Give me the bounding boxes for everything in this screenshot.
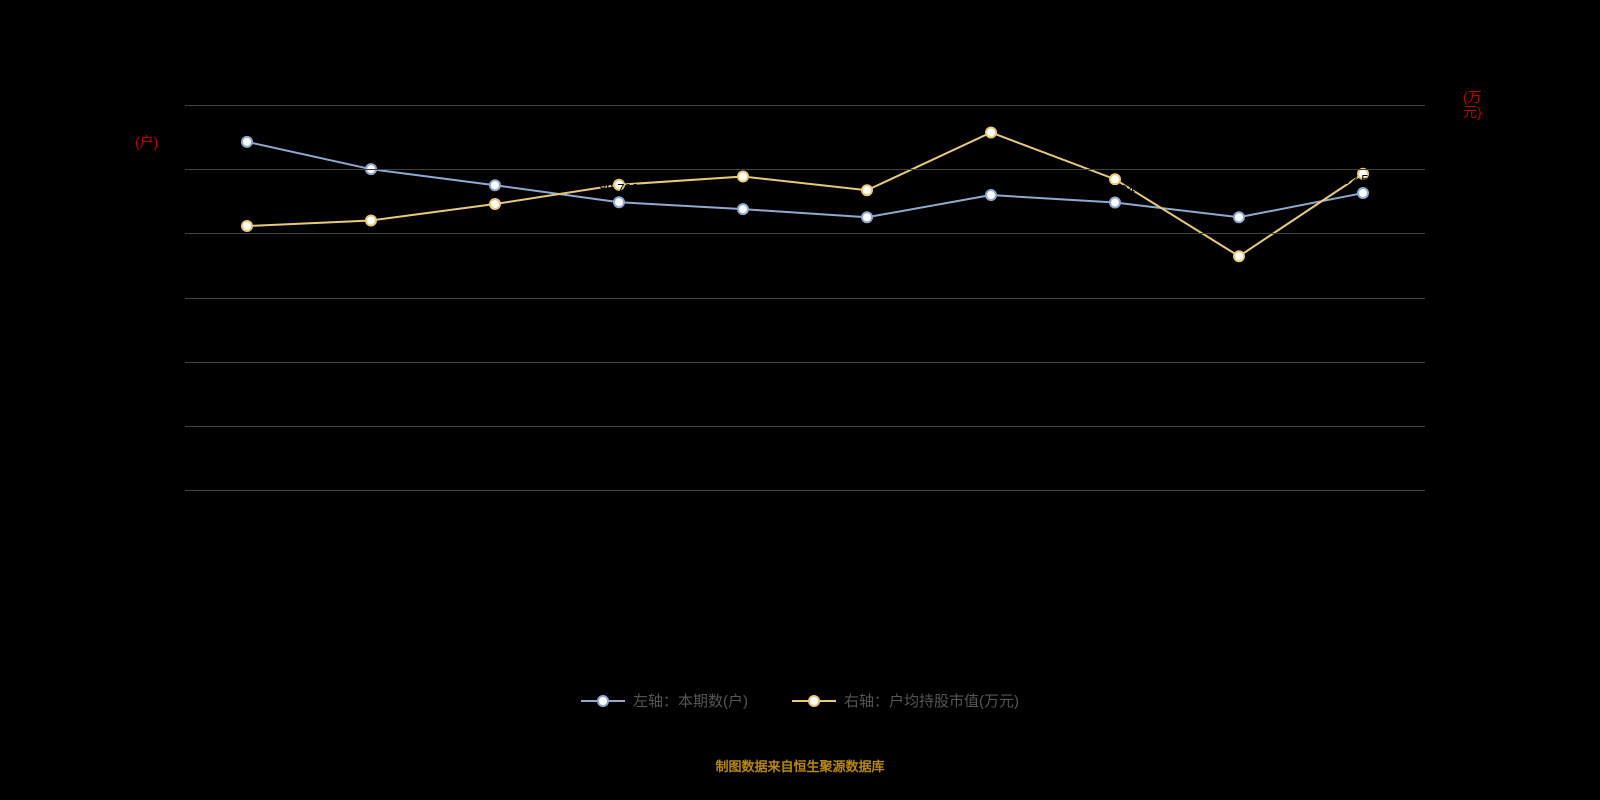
data-label: 87,538	[723, 188, 763, 203]
plot-area	[185, 105, 1425, 490]
legend-swatch	[792, 694, 836, 708]
x-tick-label: 2023Q3	[924, 504, 940, 554]
legend-swatch	[581, 694, 625, 708]
right-tick-label: 1	[1437, 426, 1445, 442]
series-line-shareholders	[247, 142, 1363, 217]
x-tick-label: 2023Q1	[676, 504, 692, 554]
x-tick-label: 2022Q3	[428, 504, 444, 554]
data-label: 89,703	[599, 181, 639, 196]
data-label: 108,518	[224, 121, 271, 136]
right-tick-label: 7	[1437, 96, 1445, 112]
series-marker-avg_value	[1234, 251, 1244, 261]
left-tick-label: 40,000	[95, 353, 175, 369]
x-tick-label: 2024Q3	[1420, 504, 1436, 554]
series-marker-shareholders	[862, 212, 872, 222]
gridline	[185, 426, 1425, 427]
legend-item-shareholders: 左轴：本期数(户)	[581, 690, 748, 711]
chart-container: 季度股东户数、户均持股市值情况 (户) (万元) 左轴：本期数(户) 右轴：户均持…	[0, 0, 1600, 800]
series-marker-shareholders	[1234, 212, 1244, 222]
series-marker-shareholders	[242, 137, 252, 147]
data-label: 89,594	[1095, 182, 1135, 197]
left-tick-label: 120,000	[95, 96, 175, 112]
x-tick-label: 2022Q4	[552, 504, 568, 554]
right-tick-label: 2	[1437, 371, 1445, 387]
legend-label: 右轴：户均持股市值(万元)	[844, 690, 1019, 711]
chart-title: 季度股东户数、户均持股市值情况	[0, 18, 1600, 47]
series-marker-avg_value	[862, 185, 872, 195]
series-marker-shareholders	[490, 180, 500, 190]
x-tick-label: 2023Q4	[1048, 504, 1064, 554]
right-axis-unit: (万元)	[1463, 90, 1481, 121]
right-tick-label: 3	[1437, 316, 1445, 332]
series-marker-avg_value	[986, 128, 996, 138]
left-axis-unit: (户)	[135, 135, 153, 150]
series-marker-shareholders	[738, 204, 748, 214]
left-tick-label: 20,000	[95, 417, 175, 433]
right-tick-label: 4	[1437, 261, 1445, 277]
series-line-avg_value	[247, 133, 1363, 257]
legend: 左轴：本期数(户) 右轴：户均持股市值(万元)	[0, 690, 1600, 712]
x-tick-label: 2024Q1	[1172, 504, 1188, 554]
left-tick-label: 60,000	[95, 289, 175, 305]
right-tick-label: 5	[1437, 206, 1445, 222]
x-tick-label: 2022Q2	[304, 504, 320, 554]
series-marker-shareholders	[1110, 198, 1120, 208]
x-tick-label: 2023Q2	[800, 504, 816, 554]
right-tick-label: 0	[1437, 481, 1445, 497]
gridline	[185, 362, 1425, 363]
series-marker-shareholders	[614, 197, 624, 207]
series-marker-avg_value	[366, 216, 376, 226]
gridline	[185, 298, 1425, 299]
series-marker-shareholders	[986, 190, 996, 200]
series-marker-avg_value	[490, 199, 500, 209]
gridline	[185, 490, 1425, 491]
data-label: 91,930	[971, 174, 1011, 189]
footer-credit: 制图数据来自恒生聚源数据库	[0, 756, 1600, 775]
gridline	[185, 169, 1425, 170]
series-marker-shareholders	[1358, 188, 1368, 198]
x-tick-label: 2024Q2	[1296, 504, 1312, 554]
left-tick-label: 0	[95, 481, 175, 497]
gridline	[185, 105, 1425, 106]
left-tick-label: 100,000	[95, 160, 175, 176]
left-tick-label: 80,000	[95, 224, 175, 240]
legend-label: 左轴：本期数(户)	[633, 690, 748, 711]
right-tick-label: 6	[1437, 151, 1445, 167]
series-marker-avg_value	[242, 221, 252, 231]
data-label: 92,557	[1343, 172, 1383, 187]
series-marker-avg_value	[738, 172, 748, 182]
legend-item-avg_value: 右轴：户均持股市值(万元)	[792, 690, 1019, 711]
gridline	[185, 233, 1425, 234]
data-label: 85,005	[847, 196, 887, 211]
